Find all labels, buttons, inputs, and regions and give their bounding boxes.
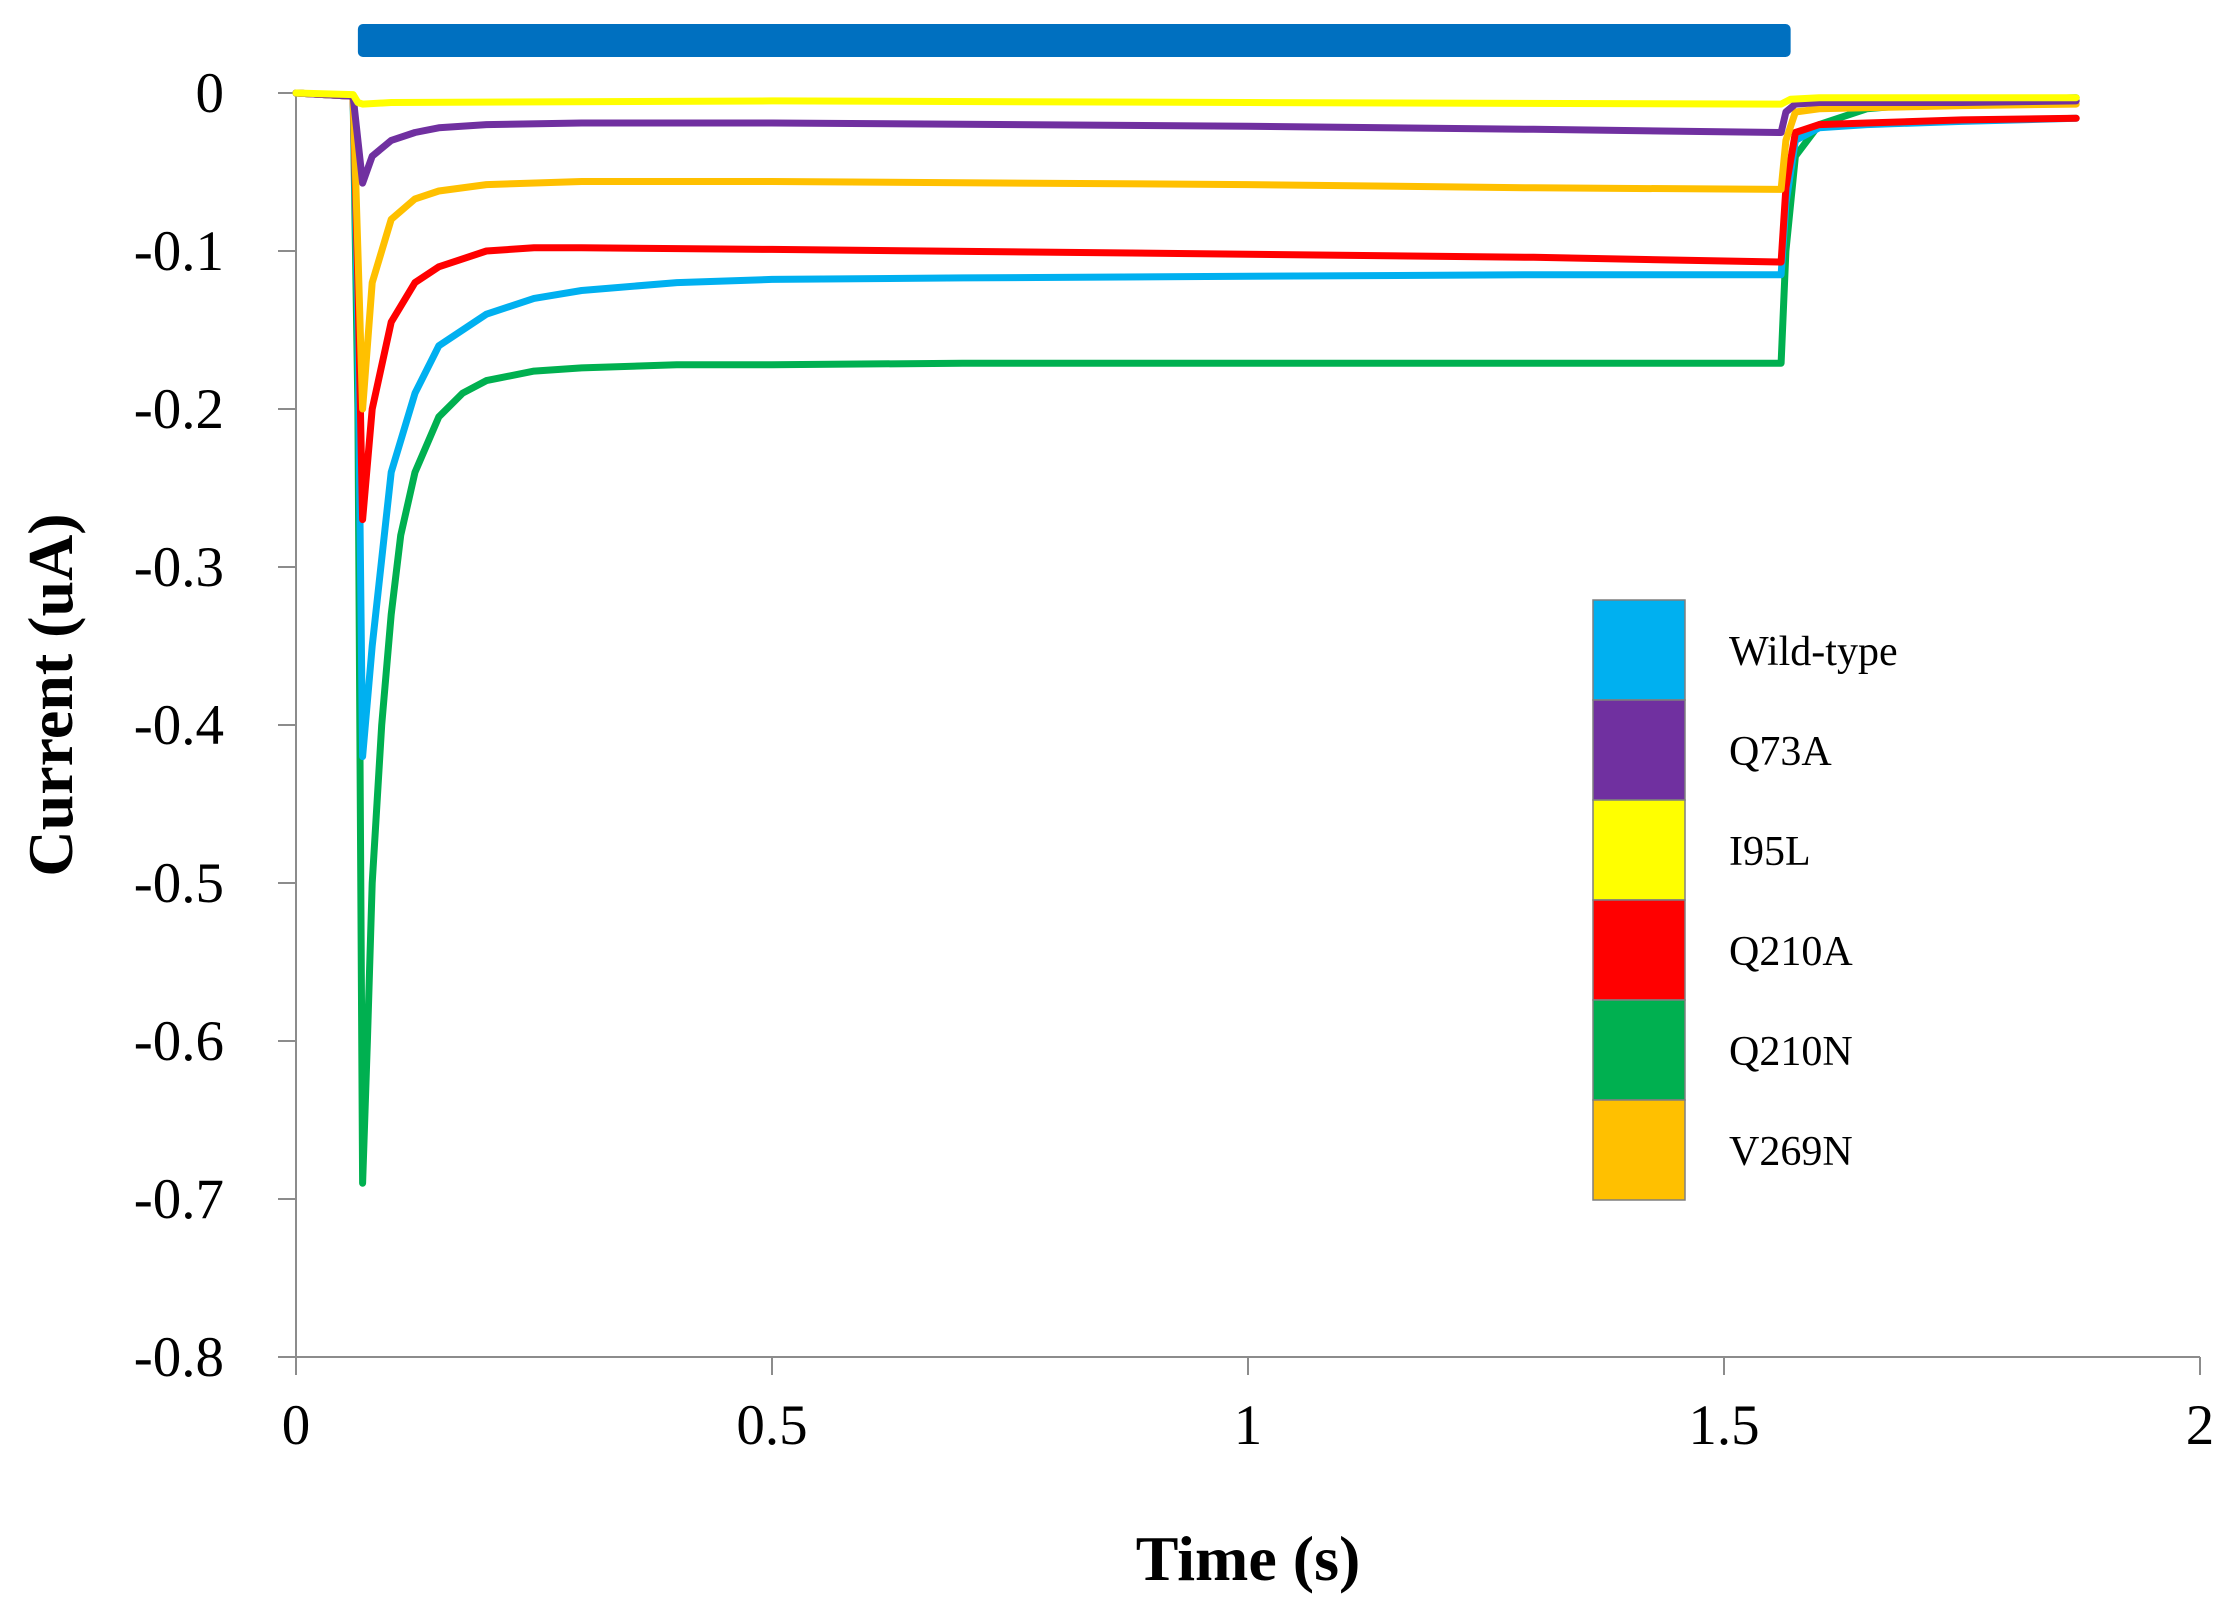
legend-swatch (1592, 799, 1686, 901)
x-axis-title: Time (s) (1136, 1523, 1361, 1594)
series-line-v269n (292, 89, 2080, 413)
legend-label: Wild-type (1729, 629, 1898, 675)
ticks: 0 -0.1 -0.2 -0.3 -0.4 -0.5 -0.6 -0.7 -0.8 0 0.5 1 1.… (134, 62, 2214, 1457)
y-tick-label: -0.2 (134, 378, 224, 441)
y-tick-label: -0.1 (134, 220, 224, 283)
series-line-wild-type (292, 89, 2080, 761)
x-tick-label: 0.5 (736, 1394, 807, 1457)
legend-swatch (1592, 1099, 1686, 1201)
x-tick-label: 1 (1234, 1394, 1263, 1457)
series-lines (292, 89, 2080, 1187)
legend-swatch (1592, 699, 1686, 801)
legend-label: Q73A (1729, 729, 1832, 775)
y-axis-title: Current (uA) (15, 513, 86, 876)
y-tick-label: -0.3 (134, 536, 224, 599)
y-tick-label: 0 (196, 62, 225, 125)
y-tick-label: -0.5 (134, 852, 224, 915)
y-tick-label: -0.4 (134, 694, 224, 757)
legend-swatch (1592, 899, 1686, 1001)
legend-label: I95L (1729, 829, 1811, 875)
x-tick-label: 1.5 (1688, 1394, 1759, 1457)
application-bar-layer (357, 24, 1791, 57)
legend-swatch (1592, 999, 1686, 1101)
y-tick-label: -0.6 (134, 1010, 224, 1073)
axes (295, 93, 2200, 1358)
series-line-q73a (292, 89, 2080, 187)
y-tick-label: -0.8 (134, 1326, 224, 1389)
legend-label: Q210A (1729, 929, 1853, 975)
legend-label: Q210N (1729, 1029, 1853, 1075)
series-line-q210a (292, 89, 2080, 524)
legend-swatch (1592, 599, 1686, 701)
x-tick-label: 2 (2186, 1394, 2215, 1457)
x-tick-label: 0 (282, 1394, 311, 1457)
legend-label: V269N (1729, 1129, 1853, 1175)
legend: Wild-type Q73A I95L Q210A Q210N V269N (1592, 599, 1898, 1201)
series-line-i95l (292, 89, 2080, 108)
series-line-q210n (292, 89, 2080, 1187)
application-bar (357, 24, 1791, 57)
y-tick-label: -0.7 (134, 1168, 224, 1231)
